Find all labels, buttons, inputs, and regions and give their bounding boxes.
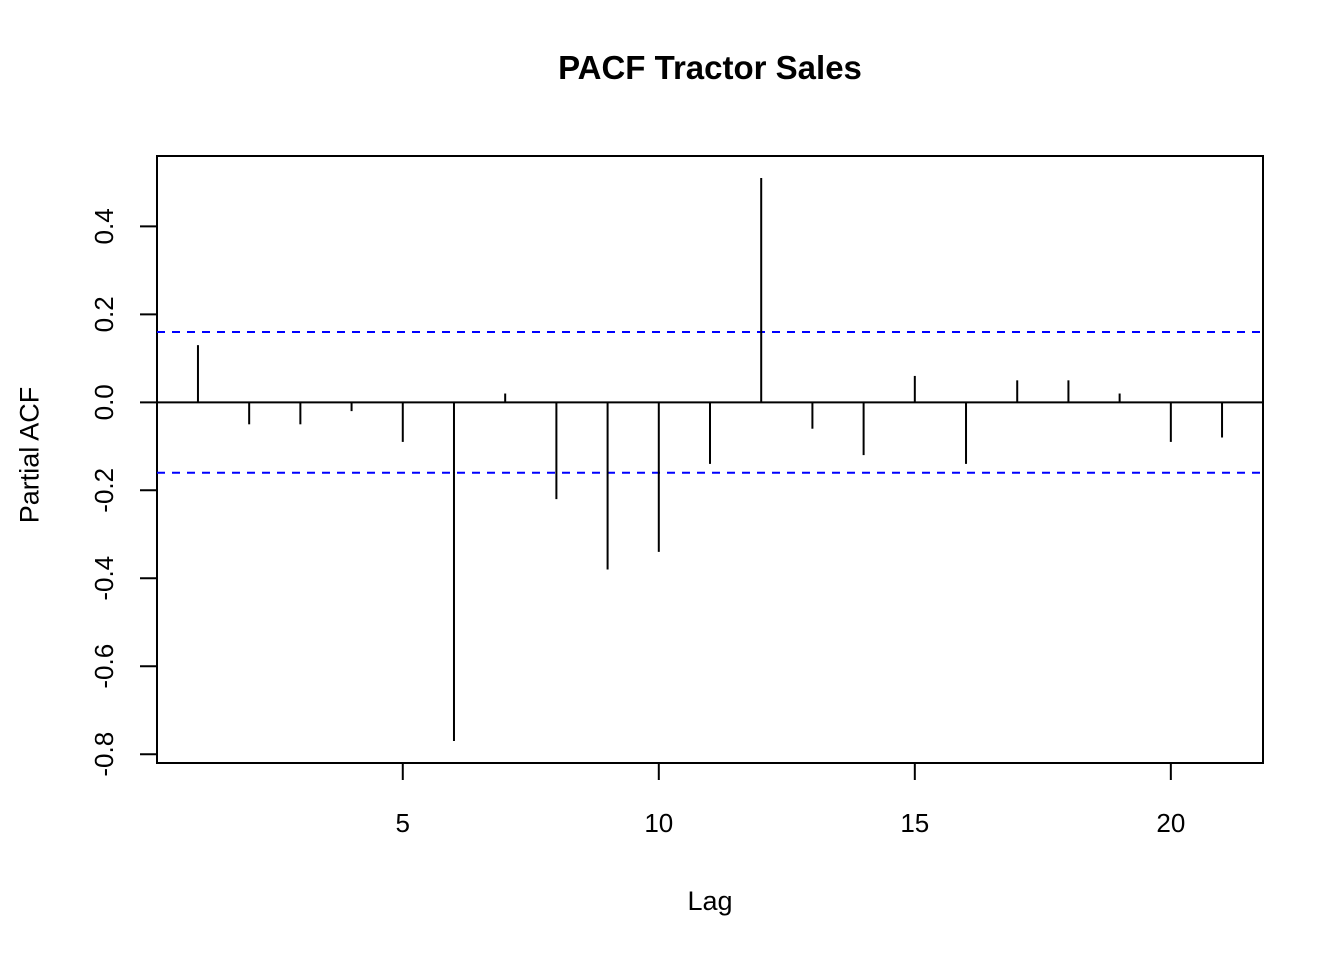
x-tick-label: 5 (396, 808, 410, 838)
y-tick-label: -0.6 (89, 644, 119, 689)
x-tick-label: 10 (644, 808, 673, 838)
chart-title: PACF Tractor Sales (558, 49, 862, 86)
x-tick-label: 20 (1156, 808, 1185, 838)
y-tick-label: 0.4 (89, 208, 119, 244)
y-axis-title: Partial ACF (14, 386, 45, 524)
y-tick-label: 0.2 (89, 296, 119, 332)
plot-box (156, 155, 1264, 764)
y-tick-label: 0.0 (89, 384, 119, 420)
y-tick-label: -0.4 (89, 556, 119, 601)
x-axis-title: Lag (687, 886, 733, 916)
x-tick-label: 15 (900, 808, 929, 838)
y-tick-label: -0.2 (89, 468, 119, 513)
y-tick-label: -0.8 (89, 732, 119, 777)
